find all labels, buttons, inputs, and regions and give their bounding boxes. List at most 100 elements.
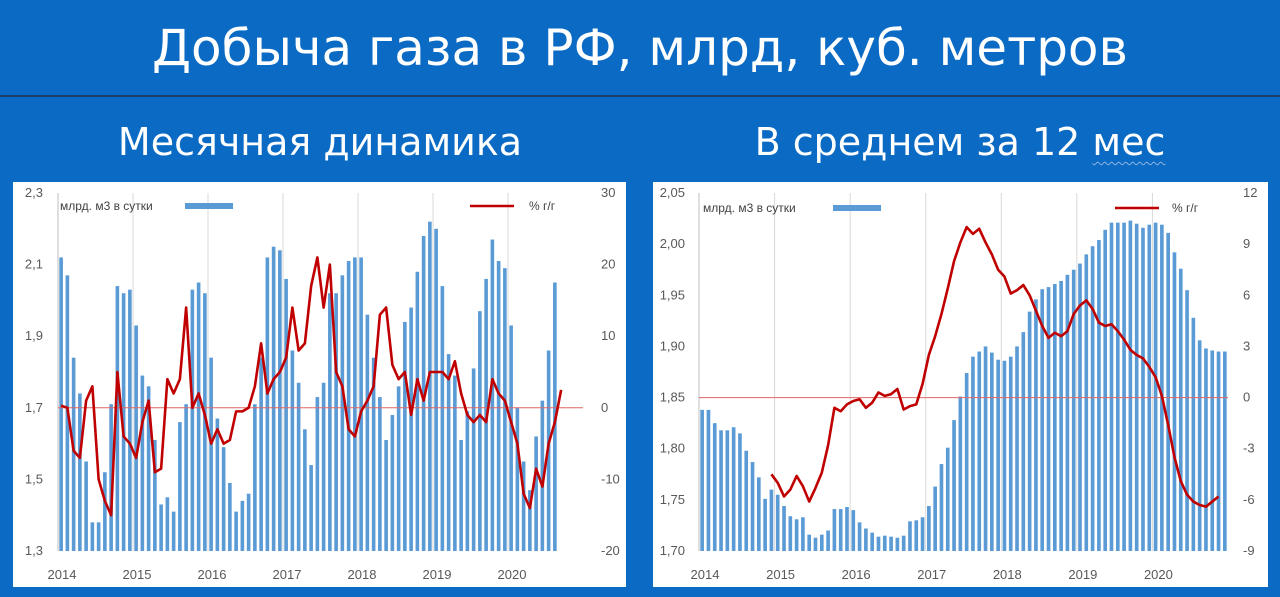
c1-bar [1204, 348, 1208, 551]
c0-bar [428, 221, 432, 551]
right-chart-subtitle: В среднем за 12 мес [640, 116, 1280, 168]
c1-bar [1071, 269, 1076, 551]
c0-bar [90, 522, 95, 551]
c0-bar [71, 357, 76, 551]
c1-bar [952, 420, 956, 551]
c1-bar [731, 427, 736, 551]
c1-x-tick-label: 2014 [691, 567, 720, 582]
c1-bar [1153, 222, 1158, 551]
c1-bar [832, 509, 837, 551]
c1-left-tick-label: 1,85 [660, 390, 685, 405]
c1-left-tick-label: 2,05 [660, 185, 685, 200]
c1-bar [920, 517, 925, 551]
c0-left-tick-label: 1,7 [25, 400, 43, 415]
c1-bar [1078, 263, 1082, 551]
c0-legend-bars-swatch [185, 203, 233, 209]
c1-bar [1122, 222, 1126, 551]
c0-right-tick-label: -10 [601, 471, 620, 486]
c0-bar [84, 461, 88, 551]
c1-bar [1046, 287, 1051, 551]
c1-x-tick-label: 2019 [1068, 567, 1097, 582]
c1-bar [1065, 274, 1070, 551]
c1-bar [927, 505, 931, 551]
c1-right-tick-label: 6 [1243, 287, 1250, 302]
c0-bar [271, 246, 276, 551]
monthly-chart: 1,3 1,5 1,7 1,9 2,1 2,3 -20 -10 0 10 20 30 2014 2015 2… [25, 185, 620, 582]
c1-bar [801, 517, 805, 551]
c0-bar [171, 511, 176, 551]
c0-right-tick-label: 0 [601, 400, 608, 415]
c0-bar [471, 368, 476, 551]
c1-bar [914, 520, 919, 551]
c0-bar [490, 239, 495, 551]
c0-left-tick-label: 1,3 [25, 543, 43, 558]
c1-right-tick-label: 0 [1243, 390, 1250, 405]
c1-bar [882, 535, 887, 551]
c1-bar [712, 423, 717, 551]
c0-bar [253, 404, 257, 551]
c1-bar [1015, 346, 1019, 551]
c1-bar [763, 498, 767, 551]
c1-bar [719, 430, 723, 551]
c0-bar [165, 497, 170, 551]
c0-bar [228, 482, 232, 551]
c1-x-tick-label: 2016 [842, 567, 871, 582]
c1-bar [1008, 356, 1013, 551]
c0-bar [296, 382, 301, 551]
c1-bar [864, 528, 868, 551]
c1-bar [996, 359, 1000, 551]
c1-bar [1052, 284, 1057, 551]
c1-bar [1128, 220, 1133, 551]
c1-bar [826, 530, 830, 551]
c0-bar [434, 228, 438, 552]
c1-x-tick-label: 2018 [993, 567, 1022, 582]
c1-left-tick-label: 1,75 [660, 492, 685, 507]
c1-bar [939, 464, 944, 551]
c1-bar [1210, 350, 1215, 551]
c1-bar [700, 409, 704, 551]
c0-bar [234, 511, 238, 551]
c1-x-tick-label: 2015 [766, 567, 795, 582]
c1-bar [1109, 222, 1114, 551]
c0-bar [196, 282, 201, 551]
c0-bar [209, 357, 213, 551]
c1-right-tick-label: -6 [1243, 492, 1255, 507]
c1-bar [1021, 332, 1026, 551]
c0-bar [378, 397, 382, 551]
c0-left-tick-label: 2,1 [25, 257, 43, 272]
c1-bar [794, 519, 799, 551]
c1-legend-bars-swatch [833, 205, 881, 211]
c0-bar [121, 293, 126, 551]
c1-bar [1197, 340, 1202, 551]
c0-bar [240, 500, 245, 551]
c1-bar [1141, 227, 1145, 551]
c0-bar [528, 490, 532, 551]
c0-x-tick-label: 2015 [123, 567, 152, 582]
c1-bar [769, 489, 774, 551]
c1-bar [851, 510, 856, 551]
c0-yoy-line [60, 256, 563, 517]
c1-bar [1002, 360, 1007, 551]
c1-bar [1084, 254, 1089, 551]
c0-bar [246, 493, 251, 551]
c0-bar [303, 429, 307, 551]
c1-right-tick-label: 12 [1243, 185, 1257, 200]
c0-bar [59, 257, 63, 551]
c0-bar [365, 314, 370, 551]
c1-left-tick-label: 1,95 [660, 287, 685, 302]
c0-bar [521, 461, 526, 551]
c1-bar [819, 534, 824, 551]
c0-bar [265, 257, 270, 551]
c1-bar [706, 409, 711, 551]
right-subtitle-spellcheck-word: мес [1092, 120, 1166, 164]
c1-left-tick-label: 1,70 [660, 543, 685, 558]
c0-bar [259, 357, 263, 551]
c1-bar [757, 477, 761, 551]
c1-bar [1147, 224, 1152, 551]
c0-bar [415, 271, 420, 551]
c1-bar [958, 396, 963, 551]
c1-bar [750, 462, 755, 551]
c0-x-tick-label: 2017 [273, 567, 302, 582]
c0-bar [390, 414, 395, 551]
c0-bar [96, 522, 101, 551]
